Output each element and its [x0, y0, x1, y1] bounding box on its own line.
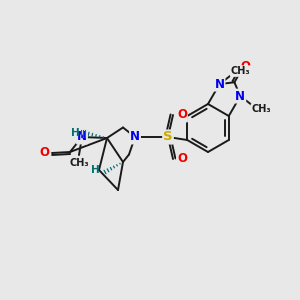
- Text: O: O: [177, 152, 187, 166]
- Text: S: S: [163, 130, 173, 143]
- Text: H: H: [91, 165, 99, 175]
- Text: N: N: [130, 130, 140, 143]
- Text: O: O: [240, 60, 250, 73]
- Text: N: N: [77, 130, 87, 143]
- Text: CH₃: CH₃: [251, 104, 271, 114]
- Text: H: H: [70, 128, 80, 138]
- Text: O: O: [177, 109, 187, 122]
- Text: N: N: [214, 78, 224, 91]
- Text: CH₃: CH₃: [69, 158, 89, 168]
- Text: CH₃: CH₃: [231, 66, 250, 76]
- Text: O: O: [39, 146, 49, 160]
- Text: N: N: [235, 90, 245, 103]
